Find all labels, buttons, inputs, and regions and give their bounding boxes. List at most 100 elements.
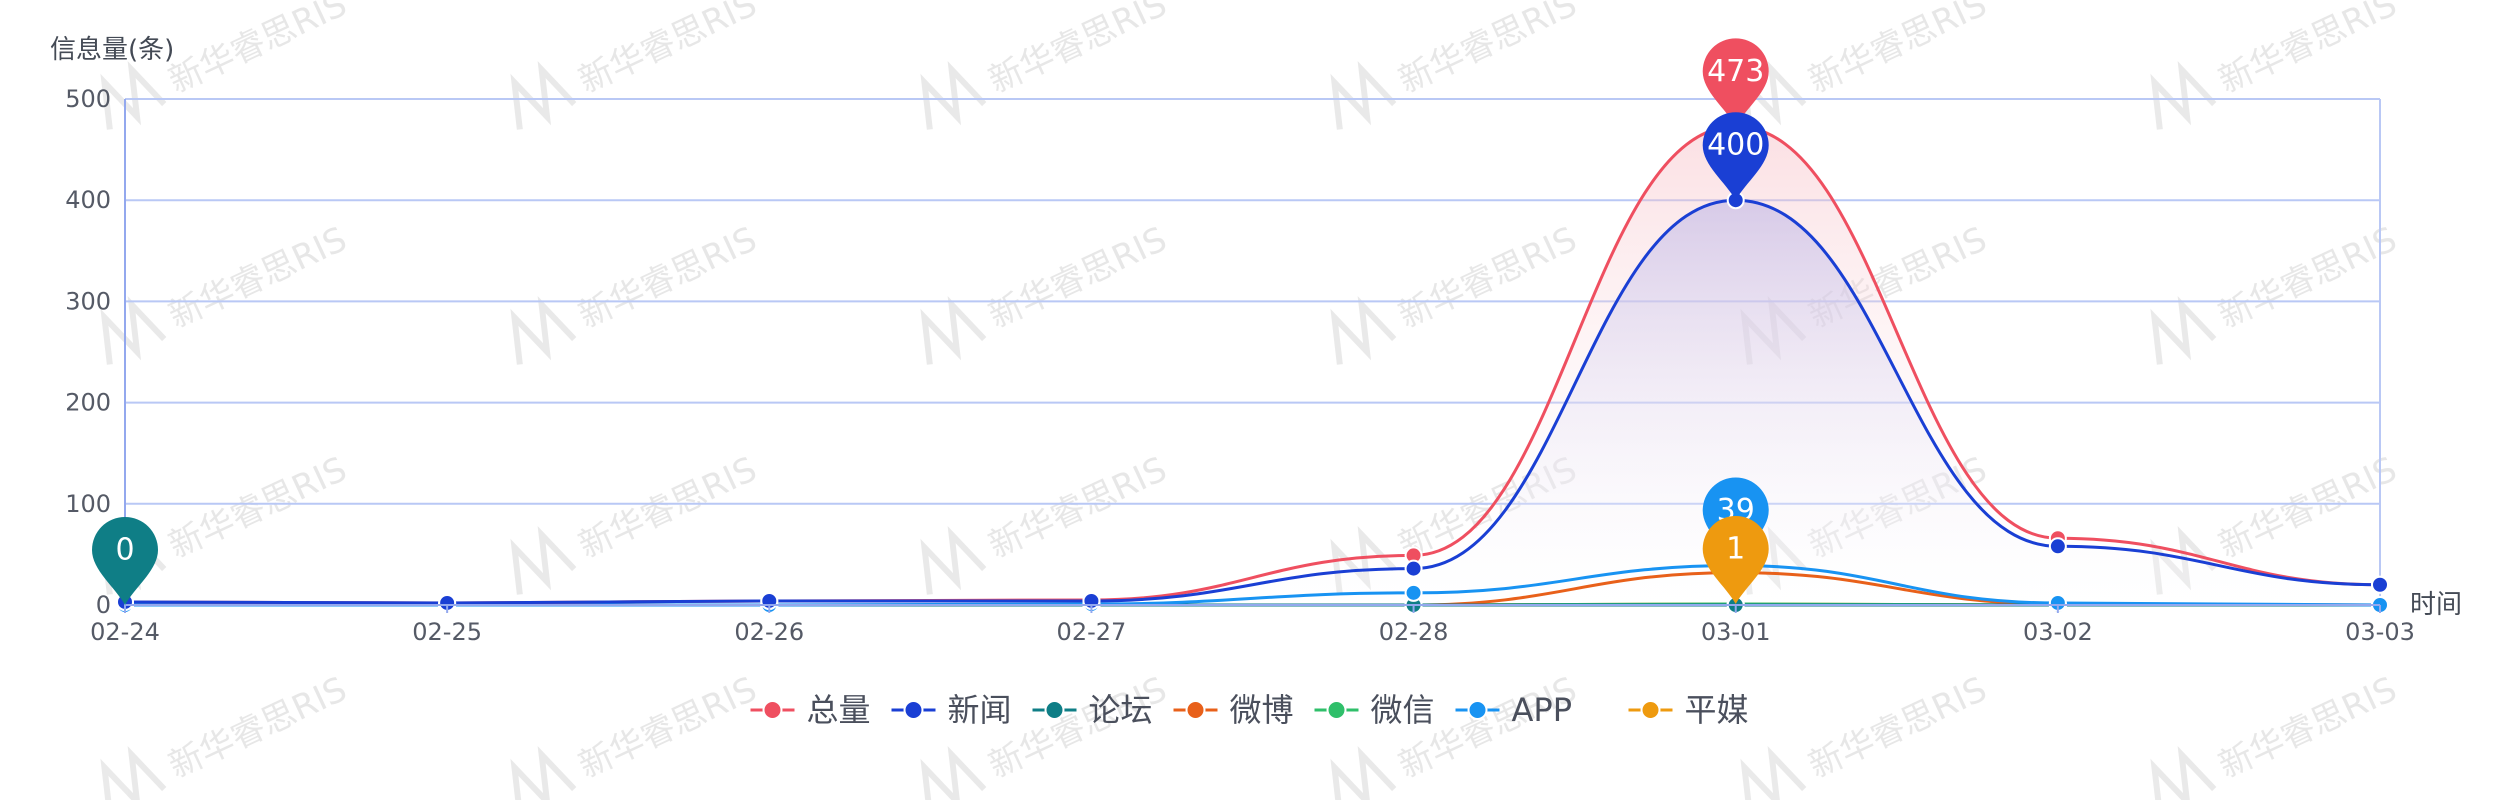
- watermark-logo-icon: [510, 61, 577, 130]
- watermark-logo-icon: [100, 296, 167, 365]
- watermark-text: 新华睿思RIS: [1803, 669, 1993, 786]
- watermark-text: 新华睿思RIS: [2213, 669, 2403, 786]
- y-tick-label: 300: [65, 287, 111, 315]
- legend-marker: [762, 700, 783, 720]
- watermark-logo-icon: [510, 526, 577, 595]
- watermark-tile: 新华睿思RIS: [920, 449, 1173, 595]
- watermark-tile: 新华睿思RIS: [1330, 669, 1583, 800]
- legend-label: 平媒: [1685, 691, 1749, 729]
- legend-item[interactable]: 微信: [1314, 691, 1435, 729]
- watermark-logo-icon: [1330, 61, 1397, 130]
- watermark-text: 新华睿思RIS: [163, 0, 353, 101]
- x-tick-label: 02-24: [90, 618, 160, 646]
- series-line: [124, 198, 2381, 605]
- legend[interactable]: 总量 新闻 论坛 微博 微信 APP 平媒: [750, 691, 1749, 729]
- legend-marker: [1640, 700, 1661, 720]
- legend-item[interactable]: 总量: [750, 691, 871, 729]
- legend-label: 微信: [1371, 691, 1435, 729]
- watermark-text: 新华睿思RIS: [1393, 219, 1583, 336]
- data-point: [1404, 583, 1423, 602]
- x-tick-label: 02-25: [412, 618, 482, 646]
- marker-pin-label: 400: [1707, 128, 1764, 163]
- watermark-tile: 新华睿思RIS: [2150, 669, 2403, 800]
- x-tick-label: 02-28: [1379, 618, 1449, 646]
- watermark-logo-icon: [100, 746, 167, 800]
- legend-item[interactable]: APP: [1455, 691, 1572, 729]
- watermark-text: 新华睿思RIS: [163, 449, 353, 566]
- watermark-logo-icon: [920, 296, 987, 365]
- marker-pin: 473: [1702, 38, 1769, 127]
- watermark-logo-icon: [510, 296, 577, 365]
- watermark-tile: 新华睿思RIS: [510, 449, 763, 595]
- watermark-tile: 新华睿思RIS: [920, 219, 1173, 365]
- grid-layer: [125, 98, 2381, 606]
- watermark-tile: 新华睿思RIS: [100, 219, 353, 365]
- legend-item[interactable]: 论坛: [1032, 691, 1153, 729]
- marker-pin: 1: [1702, 515, 1769, 604]
- watermark-tile: 新华睿思RIS: [1330, 0, 1583, 130]
- watermark-tile: 新华睿思RIS: [100, 0, 353, 130]
- watermark-text: 新华睿思RIS: [573, 219, 763, 336]
- watermark-tile: 新华睿思RIS: [2150, 219, 2403, 365]
- data-point: [1404, 559, 1423, 578]
- watermark-tile: 新华睿思RIS: [1330, 219, 1583, 365]
- watermark-logo-icon: [2150, 61, 2217, 130]
- legend-label: 新闻: [948, 691, 1012, 729]
- x-tick-label: 03-03: [2345, 618, 2415, 646]
- watermark-text: 新华睿思RIS: [983, 449, 1173, 566]
- watermark-tile: 新华睿思RIS: [920, 669, 1173, 800]
- marker-pin-shape: [92, 517, 158, 605]
- y-tick-label: 500: [65, 85, 111, 113]
- watermark-logo-icon: [2150, 746, 2217, 800]
- legend-item[interactable]: 微博: [1173, 691, 1294, 729]
- watermark-tile: 新华睿思RIS: [2150, 0, 2403, 130]
- watermark-text: 新华睿思RIS: [2213, 0, 2403, 101]
- watermark-logo-icon: [100, 61, 167, 130]
- watermark-logo-icon: [920, 746, 987, 800]
- legend-label: 微博: [1230, 691, 1294, 729]
- legend-item[interactable]: 平媒: [1628, 691, 1749, 729]
- watermark-text: 新华睿思RIS: [163, 669, 353, 786]
- y-tick-label: 400: [65, 186, 111, 214]
- legend-label: 论坛: [1089, 691, 1153, 729]
- marker-pin-shape: [1702, 515, 1769, 604]
- watermark-text: 新华睿思RIS: [573, 669, 763, 786]
- line-layer: [124, 124, 2381, 607]
- x-tick-label: 03-02: [2023, 618, 2093, 646]
- data-point: [2371, 575, 2389, 594]
- series-line: [124, 124, 2381, 605]
- watermark-text: 新华睿思RIS: [2213, 449, 2403, 566]
- x-tick-label: 02-27: [1057, 618, 1127, 646]
- watermark-text: 新华睿思RIS: [573, 449, 763, 566]
- watermark-logo-icon: [1330, 746, 1397, 800]
- watermark-text: 新华睿思RIS: [983, 0, 1173, 101]
- marker-pin: 0: [92, 517, 158, 605]
- watermark-logo-icon: [1330, 296, 1397, 365]
- marker-pin-label: 1: [1726, 531, 1745, 566]
- watermark-tile: 新华睿思RIS: [920, 0, 1173, 130]
- watermark-layer: 新华睿思RIS 新华睿思RIS 新华睿思RIS 新华睿思RIS 新华睿思RIS 新华睿思R…: [100, 0, 2403, 800]
- watermark-logo-icon: [920, 61, 987, 130]
- marker-pin-label: 0: [115, 533, 134, 568]
- legend-marker: [1185, 700, 1206, 720]
- y-tick-label: 100: [65, 490, 111, 518]
- watermark-logo-icon: [510, 746, 577, 800]
- marker-pin-label: 473: [1707, 54, 1764, 89]
- y-axis-title: 信息量(条): [50, 35, 174, 65]
- watermark-text: 新华睿思RIS: [163, 219, 353, 336]
- x-axis-title: 时间: [2410, 590, 2462, 620]
- y-tick-label: 0: [96, 591, 111, 619]
- watermark-text: 新华睿思RIS: [1393, 0, 1583, 101]
- watermark-tile: 新华睿思RIS: [510, 219, 763, 365]
- x-tick-label: 03-01: [1701, 618, 1771, 646]
- watermark-tile: 新华睿思RIS: [510, 669, 763, 800]
- watermark-logo-icon: [920, 526, 987, 595]
- area-layer: [125, 126, 2380, 605]
- watermark-logo-icon: [1740, 746, 1807, 800]
- legend-label: APP: [1512, 691, 1572, 729]
- legend-item[interactable]: 新闻: [891, 691, 1012, 729]
